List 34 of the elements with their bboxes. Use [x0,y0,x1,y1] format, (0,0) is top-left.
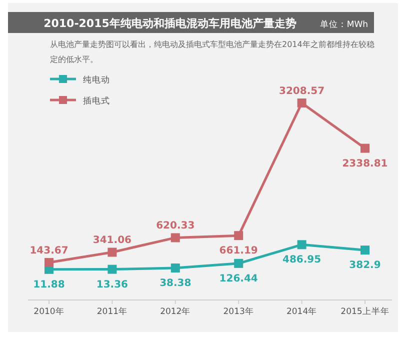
data-label: 661.19 [219,246,258,257]
text: 从电池产量走势图可以看出，纯电动及插电式车型电池产量走势在2014年之前都维持在较稳定的低水平。 [50,40,374,64]
data-label: 13.36 [96,279,128,290]
data-label: 38.38 [160,278,192,289]
data-label: 143.67 [30,246,68,257]
point [108,264,117,274]
point [297,240,306,250]
x-tick-label: 2013年 [223,306,254,317]
point [360,246,370,255]
chart-subtitle: 单位：MWh [320,19,368,30]
data-label: 11.88 [33,279,65,290]
point [170,264,180,272]
x-tick-label: 2014年 [286,306,318,317]
point [170,233,180,242]
x-tick-label: 2015上半年 [340,306,390,317]
chart-title: 2010-2015年纯电动和插电混动车用电池产量走势 [44,17,296,30]
point [44,258,54,268]
data-label: 486.95 [282,254,322,266]
data-label: 620.33 [156,220,195,232]
legend-label: 纯电动 [83,74,110,86]
x-tick-label: 2012年 [160,306,191,317]
x-tick-label: 2010年 [34,306,64,317]
point [234,258,244,268]
x-tick-label: 2011年 [96,306,128,317]
point [234,231,244,240]
data-label: 126.44 [219,273,258,284]
data-label: 341.06 [92,235,132,246]
point [360,144,370,153]
legend-label: 插电式 [83,96,110,106]
data-label: 382.9 [349,260,381,272]
data-label: 2338.81 [342,158,388,170]
data-label: 3208.57 [279,86,325,97]
point [297,98,306,108]
point [108,248,117,257]
